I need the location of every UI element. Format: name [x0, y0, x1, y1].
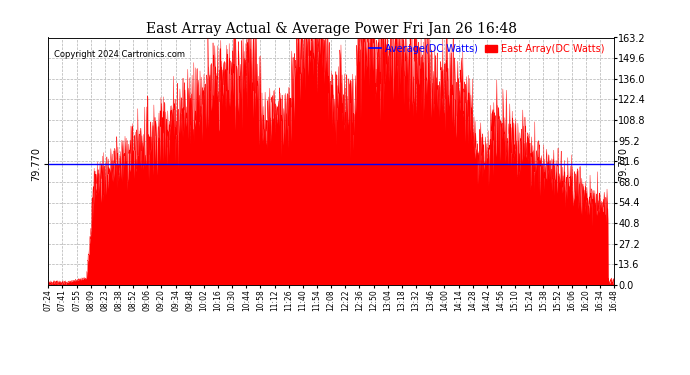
Text: 79.770: 79.770 [618, 147, 629, 181]
Legend: Average(DC Watts), East Array(DC Watts): Average(DC Watts), East Array(DC Watts) [366, 40, 609, 58]
Text: Copyright 2024 Cartronics.com: Copyright 2024 Cartronics.com [54, 50, 185, 59]
Title: East Array Actual & Average Power Fri Jan 26 16:48: East Array Actual & Average Power Fri Ja… [146, 22, 517, 36]
